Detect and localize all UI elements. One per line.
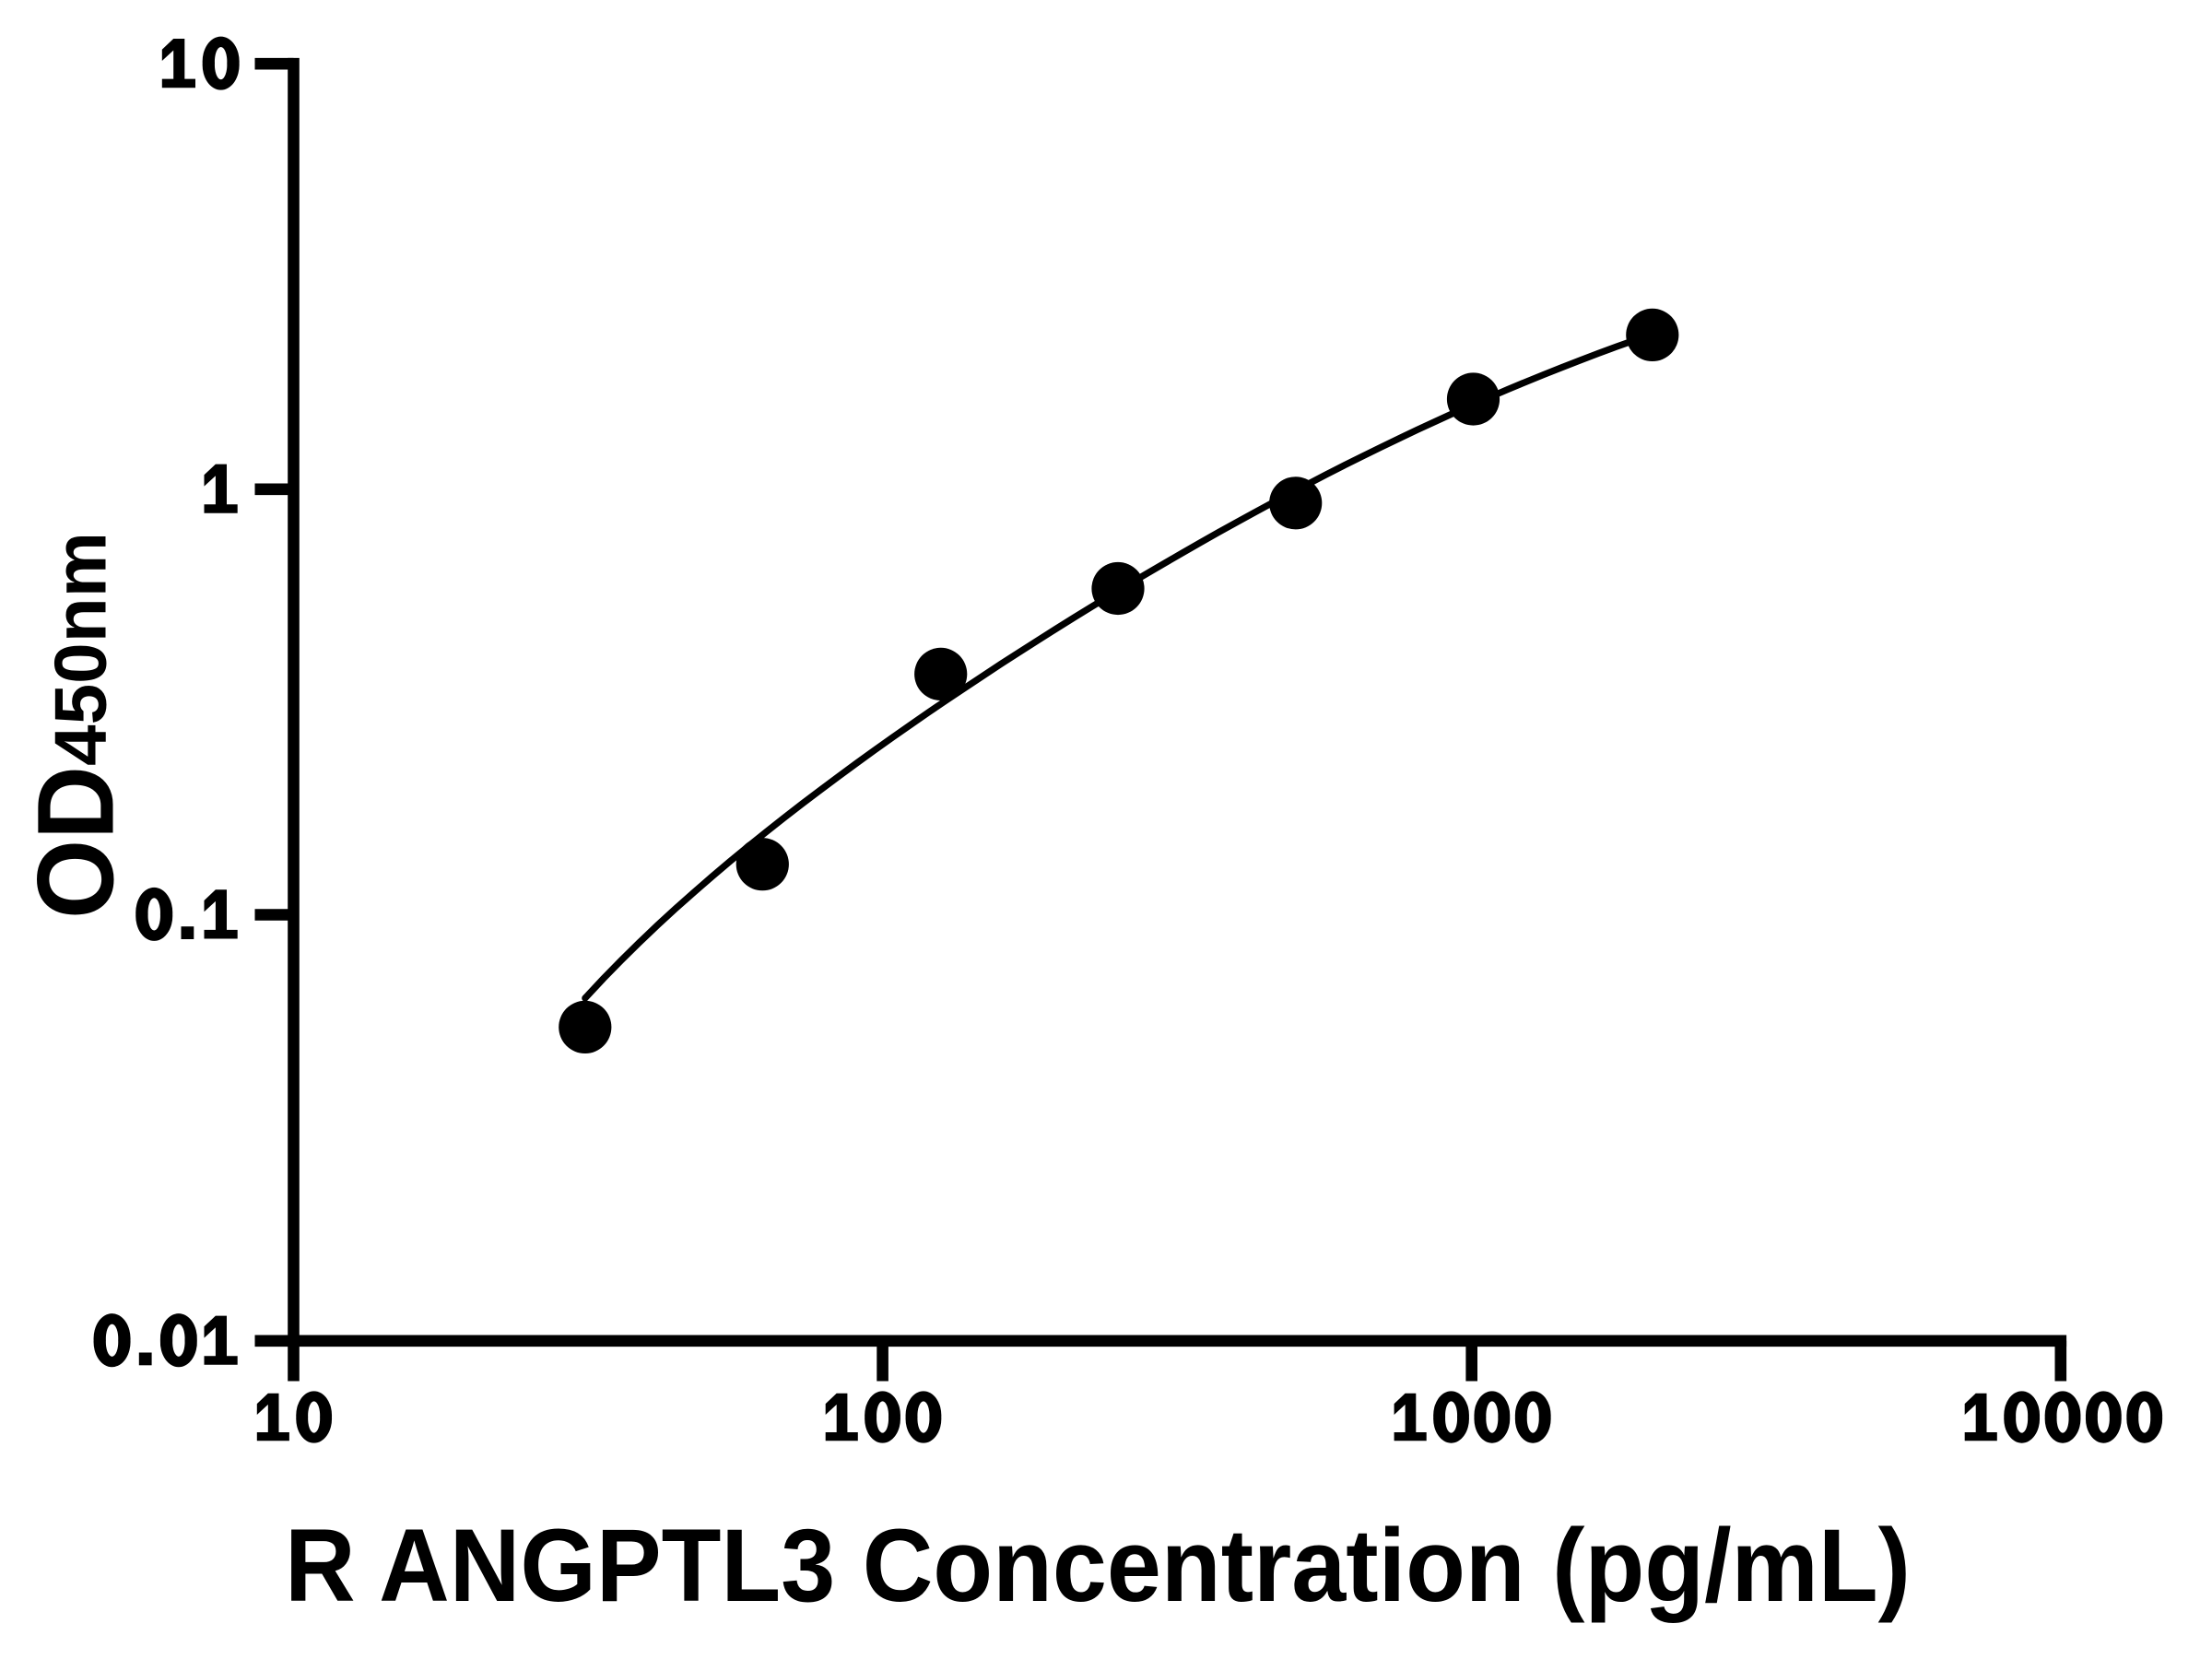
svg-text:R ANGPTL3 Concentration (pg/mL: R ANGPTL3 Concentration (pg/mL) <box>285 1508 1911 1623</box>
svg-text:OD: OD <box>16 766 137 919</box>
svg-text:450nm: 450nm <box>39 532 121 766</box>
